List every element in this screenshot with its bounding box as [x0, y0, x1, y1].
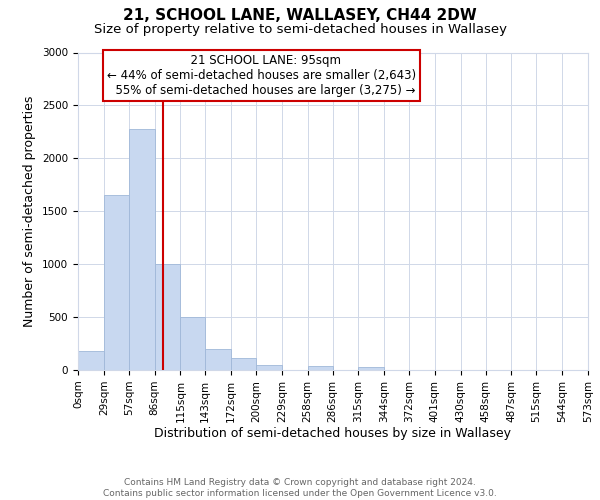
Bar	[358, 367, 384, 370]
Bar	[308, 366, 332, 370]
Bar	[256, 364, 282, 370]
Bar	[129, 128, 155, 370]
Bar	[104, 196, 129, 370]
Text: 21 SCHOOL LANE: 95sqm
← 44% of semi-detached houses are smaller (2,643)
  55% of: 21 SCHOOL LANE: 95sqm ← 44% of semi-deta…	[107, 54, 416, 97]
Bar	[155, 264, 181, 370]
Bar	[231, 358, 256, 370]
Bar	[205, 349, 231, 370]
Bar	[78, 352, 104, 370]
Bar	[181, 317, 205, 370]
Text: 21, SCHOOL LANE, WALLASEY, CH44 2DW: 21, SCHOOL LANE, WALLASEY, CH44 2DW	[123, 8, 477, 22]
Text: Size of property relative to semi-detached houses in Wallasey: Size of property relative to semi-detach…	[94, 22, 506, 36]
X-axis label: Distribution of semi-detached houses by size in Wallasey: Distribution of semi-detached houses by …	[155, 428, 511, 440]
Text: Contains HM Land Registry data © Crown copyright and database right 2024.
Contai: Contains HM Land Registry data © Crown c…	[103, 478, 497, 498]
Y-axis label: Number of semi-detached properties: Number of semi-detached properties	[23, 96, 37, 327]
